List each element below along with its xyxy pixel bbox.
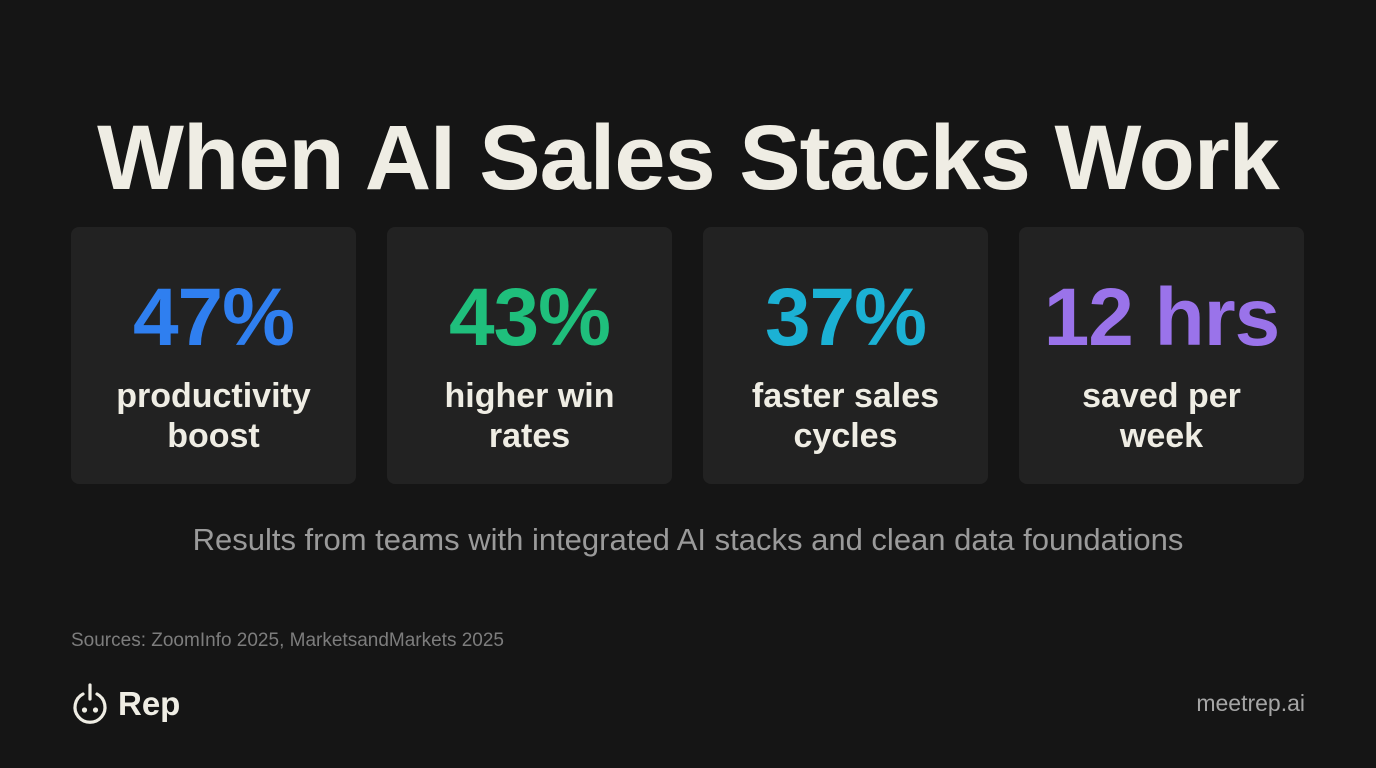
brand-name: Rep <box>118 685 181 722</box>
sources-note: Sources: ZoomInfo 2025, MarketsandMarket… <box>71 630 505 651</box>
stat-label: faster sales cycles <box>751 377 940 455</box>
power-face-icon <box>73 683 107 724</box>
subtitle: Results from teams with integrated AI st… <box>192 522 1184 557</box>
stats-grid: 47% productivity boost 43% higher win ra… <box>71 227 1304 484</box>
brand-logo: Rep <box>70 682 180 726</box>
stat-card-productivity: 47% productivity boost <box>71 227 356 484</box>
stat-label: saved per week <box>1082 377 1241 455</box>
stat-card-win-rates: 43% higher win rates <box>387 227 672 484</box>
stat-value: 43% <box>448 272 611 363</box>
stat-card-hours-saved: 12 hrs saved per week <box>1019 227 1304 484</box>
stat-label: productivity boost <box>116 377 311 455</box>
page-title: When AI Sales Stacks Work <box>97 106 1280 209</box>
website-url[interactable]: meetrep.ai <box>1196 690 1305 716</box>
stat-card-sales-cycles: 37% faster sales cycles <box>703 227 988 484</box>
stat-label: higher win rates <box>444 377 615 455</box>
stat-value: 47% <box>132 272 295 363</box>
stat-value: 12 hrs <box>1043 272 1281 363</box>
stat-value: 37% <box>764 272 927 363</box>
